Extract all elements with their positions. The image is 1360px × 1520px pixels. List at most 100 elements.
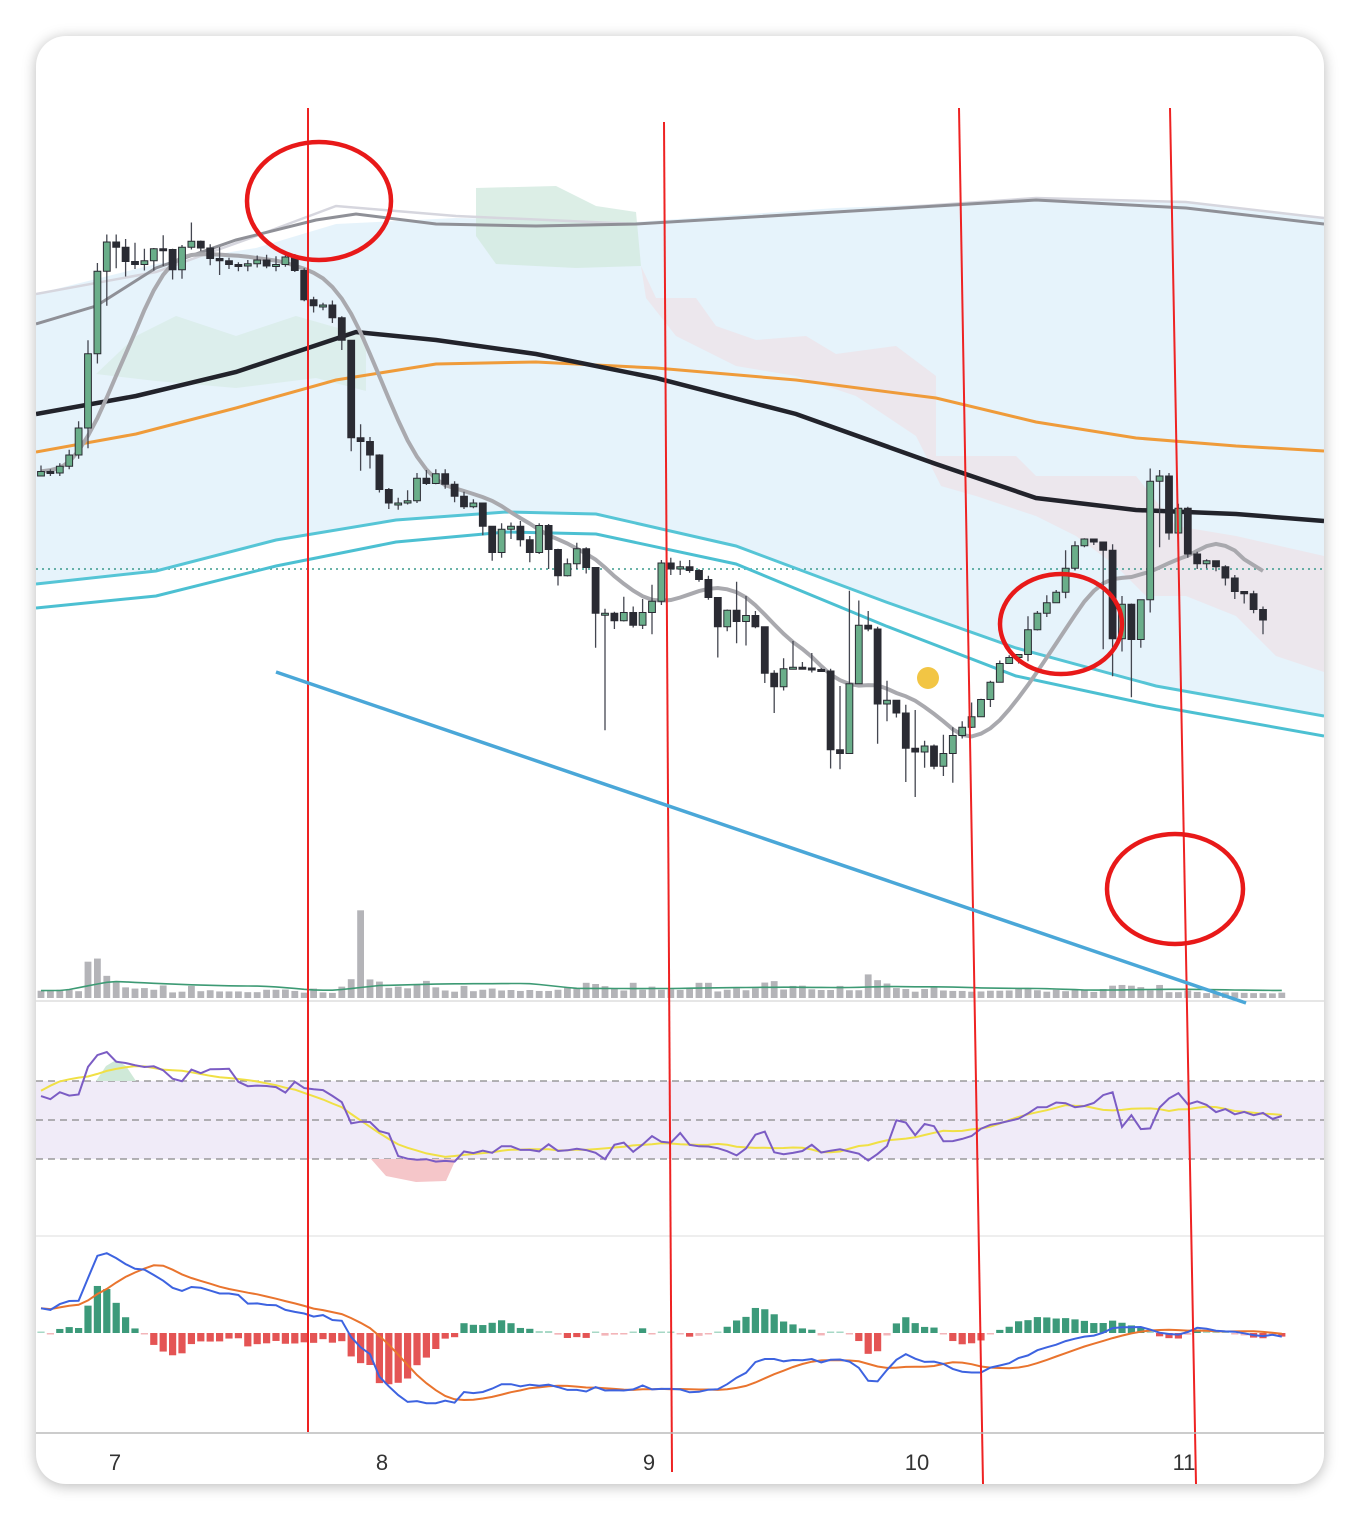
macd-histogram-bar [103, 1289, 111, 1333]
macd-histogram-bar [244, 1333, 252, 1347]
volume-bar [723, 989, 731, 998]
volume-bar [949, 990, 957, 998]
volume-bar [761, 982, 769, 998]
macd-histogram-bar [1052, 1318, 1060, 1333]
candle-bearish [488, 525, 497, 553]
candle-bearish [46, 471, 55, 474]
candle-bearish [441, 473, 450, 485]
volume-bar [225, 991, 233, 998]
candle-bullish [497, 528, 506, 553]
candle-bearish [1089, 538, 1098, 543]
volume-bar [300, 992, 308, 998]
candle-bearish [836, 749, 844, 754]
candle-bearish [930, 745, 938, 767]
macd-histogram-bar [469, 1324, 477, 1333]
volume-bar [545, 990, 552, 998]
macd-histogram-bar [704, 1333, 712, 1335]
candle-bullish [1071, 545, 1079, 569]
macd-histogram-bar [629, 1331, 637, 1333]
candle-bullish [638, 612, 647, 626]
volume-bar [968, 991, 975, 998]
macd-histogram-bar [1165, 1333, 1173, 1339]
macd-histogram-bar [798, 1328, 806, 1333]
candle-bullish [995, 663, 1004, 683]
macd-histogram-bar [1071, 1319, 1079, 1333]
volume-bar [1128, 985, 1135, 998]
candle-bearish [356, 437, 365, 442]
macd-histogram-bar [319, 1333, 327, 1340]
macd-histogram-bar [460, 1323, 468, 1333]
candle-bearish [1183, 507, 1192, 555]
macd-histogram-bar [375, 1333, 383, 1384]
volume-bar [1175, 992, 1182, 998]
candle-bullish [854, 624, 863, 685]
candle-bullish [93, 270, 102, 355]
volume-moving-average [40, 980, 1282, 992]
macd-histogram-bar [911, 1323, 919, 1333]
candle-bearish [1240, 591, 1249, 595]
volume-bar [629, 982, 637, 998]
candle-bearish [384, 489, 393, 504]
volume-bar [789, 985, 797, 998]
macd-histogram-bar [451, 1333, 459, 1338]
macd-histogram-bar [874, 1333, 882, 1352]
macd-line [40, 1252, 1282, 1405]
candle-bullish [1061, 567, 1070, 593]
candle-bullish [74, 427, 83, 456]
candle-bearish [817, 669, 826, 672]
candle-bearish [525, 539, 534, 553]
candle-bearish [1221, 566, 1230, 579]
highlight-circle [997, 571, 1125, 677]
macd-histogram-bar [836, 1331, 844, 1333]
moving-averages-layer [36, 196, 1324, 739]
candle-bullish [948, 735, 957, 754]
highlight-circle [244, 139, 394, 263]
candle-bullish [140, 260, 149, 265]
volume-bar [836, 985, 844, 998]
ma-orange-line [36, 360, 1324, 454]
highlight-circle [1104, 831, 1246, 947]
macd-histogram-bar [789, 1324, 797, 1333]
macd-histogram-bar [648, 1333, 656, 1335]
time-axis: 7 8 9 10 11 [36, 1432, 1324, 1475]
volume-bar [958, 990, 966, 998]
candle-bullish [431, 473, 440, 484]
macd-histogram-bar [592, 1331, 600, 1333]
macd-histogram-bar [761, 1309, 769, 1333]
volume-bar [376, 981, 383, 998]
volume-bar [705, 982, 712, 998]
volume-bar [507, 990, 515, 998]
macd-histogram-bar [498, 1320, 506, 1333]
macd-histogram-bar [253, 1333, 261, 1345]
macd-histogram-bar [56, 1328, 64, 1333]
candle-bearish [770, 672, 779, 688]
candle-bearish [751, 615, 760, 628]
macd-histogram-bar [610, 1333, 618, 1335]
volume-bar [1231, 992, 1239, 998]
candle-bullish [986, 681, 995, 700]
candle-bearish [760, 626, 769, 674]
macd-histogram-bar [883, 1333, 891, 1336]
macd-histogram-bar [949, 1333, 957, 1342]
macd-histogram-bar [986, 1333, 994, 1335]
volume-bar [329, 992, 336, 998]
candle-bearish [666, 562, 675, 570]
macd-histogram-bar [413, 1333, 421, 1366]
candle-bullish [253, 259, 262, 265]
candle-bullish [535, 525, 544, 553]
macd-histogram-bar [1043, 1317, 1051, 1333]
macd-histogram-bar [140, 1333, 148, 1335]
macd-histogram-bar [1156, 1333, 1164, 1337]
macd-histogram-bar [1015, 1321, 1023, 1333]
macd-histogram-bar [366, 1333, 374, 1365]
volume-bar [742, 990, 750, 998]
candle-bearish [591, 567, 600, 614]
volume-bar [65, 989, 73, 998]
macd-histogram-bar [404, 1333, 412, 1379]
macd-histogram-bar [545, 1331, 553, 1333]
macd-histogram-bar [930, 1327, 938, 1333]
volume-bar [1099, 989, 1107, 998]
candle-bearish [1249, 593, 1258, 610]
macd-histogram-bar [187, 1333, 195, 1345]
volume-bar [808, 989, 816, 998]
